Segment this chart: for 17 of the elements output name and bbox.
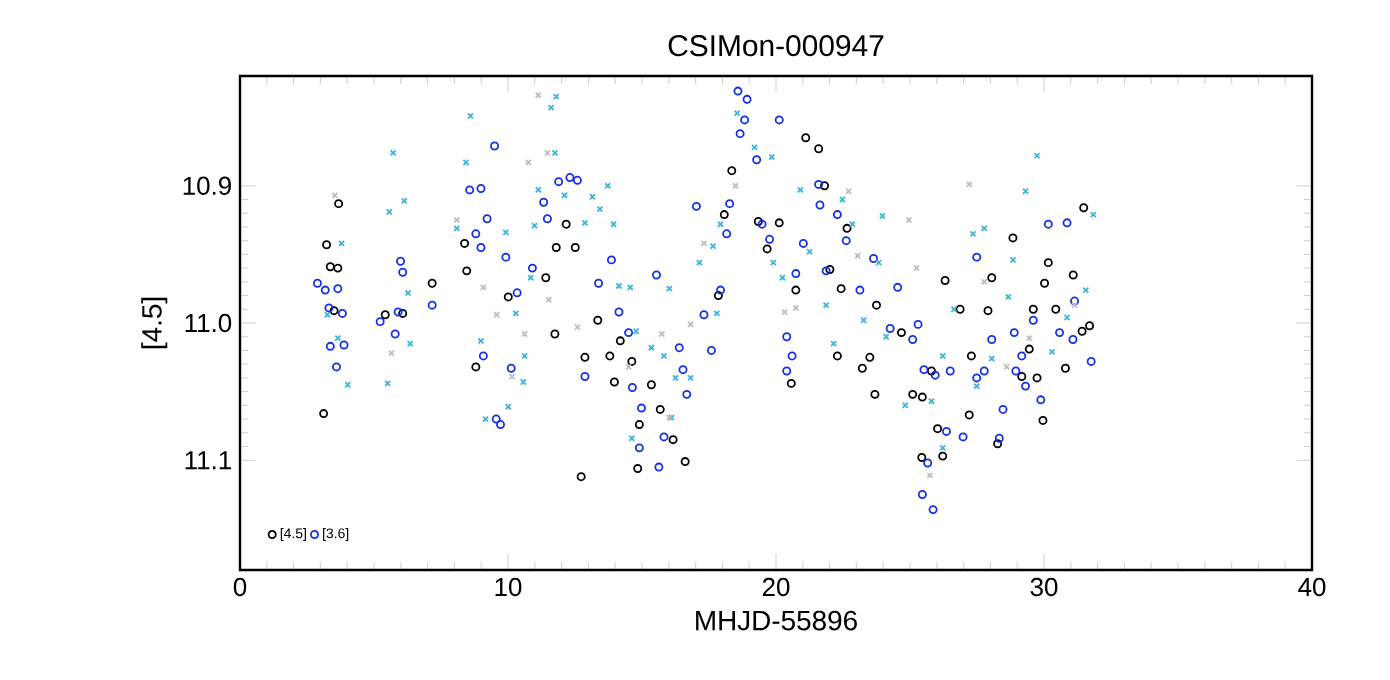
point — [658, 330, 666, 338]
point — [687, 320, 694, 328]
point — [524, 159, 532, 166]
x-axis-title: MHJD-55896 — [696, 610, 857, 631]
chart-title: CSIMon-000947 — [668, 35, 884, 57]
x-tick-label: 40 — [1298, 577, 1326, 597]
x-tick-label: 30 — [1030, 577, 1058, 597]
point — [905, 216, 913, 224]
point — [792, 304, 800, 312]
y-tick-label: 11.0 — [185, 313, 232, 333]
x-tick-label: 0 — [233, 577, 247, 597]
point — [453, 216, 461, 224]
x-tick-label: 20 — [762, 577, 790, 597]
y-axis-title: [4.5] — [141, 297, 168, 349]
y-tick-label: 10.9 — [183, 176, 231, 195]
y-tick-label: 11.1 — [185, 451, 231, 470]
x-tick-label: 10 — [495, 577, 522, 597]
